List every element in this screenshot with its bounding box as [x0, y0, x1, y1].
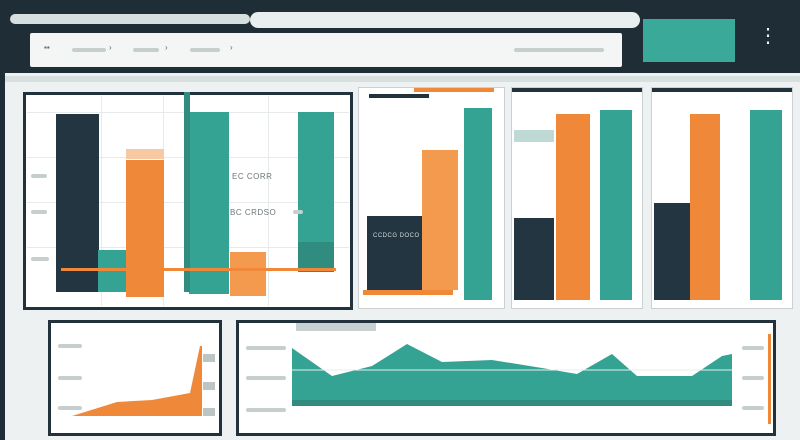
bar-orange-small[interactable]: [230, 252, 266, 296]
bar-teal[interactable]: [600, 110, 632, 300]
toolbar-tab-1[interactable]: [72, 48, 106, 52]
y-tick-label: [246, 408, 286, 412]
bar-navy[interactable]: [654, 203, 690, 300]
chart-label-b: BC CRDSO: [230, 208, 277, 217]
bar-teal[interactable]: [464, 108, 492, 300]
accent-action-button[interactable]: [643, 19, 735, 62]
range-indicator[interactable]: [768, 334, 771, 424]
chart-label-a: CCDCG DOCO: [373, 233, 420, 239]
chevron-right-icon: ›: [109, 43, 112, 52]
toolbar-status: [514, 48, 604, 52]
bar-teal[interactable]: [750, 110, 782, 300]
bar-navy[interactable]: [56, 114, 99, 292]
baseline-highlight: [363, 290, 453, 295]
tooltip-chip: [514, 130, 554, 142]
y-tick-label: [31, 257, 49, 261]
chart-label-b-value: [293, 210, 303, 214]
bar-teal-tall[interactable]: [189, 112, 229, 294]
window-title-bar: [10, 14, 250, 24]
bar-teal-right-base: [298, 242, 334, 272]
area-series-orange[interactable]: [72, 346, 202, 416]
y-tick-label: [58, 406, 82, 410]
toolbar: ▪▪ › › ›: [30, 33, 622, 67]
panel-header-chip: [296, 323, 376, 331]
workspace-divider: [5, 76, 800, 82]
toolbar-tab-2[interactable]: [133, 48, 159, 52]
area-series-base: [292, 400, 732, 406]
value-chip: [203, 408, 215, 416]
bar-chart-panel-2: CCDCG DOCO: [359, 88, 504, 308]
bar-navy[interactable]: [367, 216, 422, 290]
y-tick-label: [31, 210, 47, 214]
ellipsis-vertical-icon[interactable]: ⋮: [758, 25, 778, 47]
chevron-right-icon: ›: [165, 43, 168, 52]
baseline-highlight: [61, 268, 336, 271]
bar-orange[interactable]: [556, 114, 590, 300]
area-series-teal[interactable]: [292, 344, 732, 406]
selection-marker[interactable]: [184, 92, 190, 292]
bar-chart-panel-4: [652, 88, 792, 308]
bar-teal-small[interactable]: [98, 250, 126, 292]
address-bar[interactable]: [250, 12, 640, 28]
toolbar-tab-3[interactable]: [190, 48, 220, 52]
y2-tick-label: [742, 406, 764, 410]
bar-orange[interactable]: [422, 150, 458, 290]
area-chart-large-panel: [236, 320, 776, 436]
y-tick-label: [246, 346, 286, 350]
bar-orange-cap: [126, 149, 164, 159]
value-chip: [203, 382, 215, 390]
chart-label-a: EC CORR: [232, 172, 273, 181]
panel-header-rule: [652, 88, 792, 92]
chevron-right-icon: ›: [230, 43, 233, 52]
area-chart-small: [72, 346, 202, 416]
area-chart-small-panel: [48, 320, 222, 436]
y-tick-label: [246, 376, 286, 380]
main-bar-chart-panel: EC CORR BC CRDSO: [23, 92, 353, 310]
y2-tick-label: [742, 346, 764, 350]
bar-chart-panel-3: [512, 88, 642, 308]
y-tick-label: [58, 344, 82, 348]
bar-orange[interactable]: [690, 114, 720, 300]
y2-tick-label: [742, 376, 764, 380]
grid-icon[interactable]: ▪▪: [44, 43, 50, 52]
panel-header-accent: [414, 88, 494, 92]
bar-orange[interactable]: [126, 160, 164, 297]
y-tick-label: [58, 376, 82, 380]
bar-navy[interactable]: [514, 218, 554, 300]
value-chip: [203, 354, 215, 362]
area-chart-large: [292, 344, 732, 406]
y-tick-label: [31, 174, 47, 178]
panel-header-rule: [512, 88, 642, 92]
panel-header-rule: [369, 94, 429, 98]
